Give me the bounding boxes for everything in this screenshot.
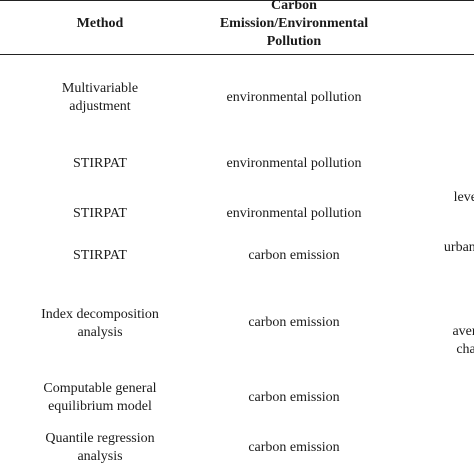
- row-7-method-line-1: Quantile regression: [45, 431, 155, 446]
- table-row-1-third-a: per: [388, 90, 474, 110]
- row-2-variable: environmental pollution: [226, 156, 362, 171]
- row-5-variable: carbon emission: [248, 315, 340, 330]
- row-1-variable: environmental pollution: [226, 90, 362, 105]
- row-5-third-line-2: change: [456, 342, 474, 357]
- table-row-4-third-b: f: [388, 256, 474, 276]
- table-row-5-third-b: change: [388, 340, 474, 360]
- table-row-5-variable: carbon emission: [196, 313, 392, 333]
- table-row-4-method: STIRPAT: [20, 246, 180, 266]
- table-row-1-third-b: s: [388, 122, 474, 142]
- table-row-6-variable: carbon emission: [196, 388, 392, 408]
- table-row-2-variable: environmental pollution: [196, 154, 392, 174]
- header-variable-line-3: Pollution: [266, 34, 322, 49]
- row-6-variable: carbon emission: [248, 390, 340, 405]
- row-7-variable: carbon emission: [248, 440, 340, 455]
- table-row-2-method: STIRPAT: [20, 154, 180, 174]
- header-rule: [0, 54, 474, 55]
- row-2-third-line-2: level of: [453, 190, 474, 205]
- row-6-method-line-1: Computable general: [43, 381, 157, 396]
- table-row-1-variable: environmental pollution: [196, 88, 392, 108]
- row-5-method-line-2: analysis: [77, 325, 123, 340]
- table-row-2-third-a: f: [388, 170, 474, 190]
- table-row-3-method: STIRPAT: [20, 204, 180, 224]
- header-variable: Carbon Emission/Environmental Pollution: [196, 0, 392, 50]
- table-row-5-third-a: average: [388, 322, 474, 342]
- row-7-method-line-2: analysis: [77, 449, 123, 464]
- table-row-5-method: Index decomposition analysis: [20, 304, 180, 344]
- table-row-4-variable: carbon emission: [196, 246, 392, 266]
- row-1-method-line-2: adjustment: [69, 99, 131, 114]
- row-6-method-line-2: equilibrium model: [48, 399, 152, 414]
- table-row-6-method: Computable general equilibrium model: [20, 378, 180, 418]
- header-variable-line-1: Carbon: [271, 0, 317, 13]
- row-4-variable: carbon emission: [248, 248, 340, 263]
- header-third: N: [388, 4, 474, 44]
- header-method: Method: [20, 4, 180, 44]
- table-row-7-method: Quantile regression analysis: [20, 428, 180, 468]
- row-3-method: STIRPAT: [73, 206, 127, 221]
- row-2-method: STIRPAT: [73, 156, 127, 171]
- table-row-4-third-a: urbanizat: [388, 238, 474, 258]
- table-row-2-third-b: level of: [388, 188, 474, 208]
- row-4-method: STIRPAT: [73, 248, 127, 263]
- table-row-1-method: Multivariable adjustment: [20, 78, 180, 118]
- table-row-3-variable: environmental pollution: [196, 204, 392, 224]
- table-top-rule: [0, 0, 474, 1]
- row-1-method-line-1: Multivariable: [61, 81, 139, 96]
- row-5-third-line-1: average: [452, 324, 474, 339]
- row-3-variable: environmental pollution: [226, 206, 362, 221]
- header-variable-line-2: Emission/Environmental: [219, 16, 369, 31]
- row-4-third-line-1: urbanizat: [443, 240, 474, 255]
- row-5-method-line-1: Index decomposition: [41, 307, 159, 322]
- table-row-7-variable: carbon emission: [196, 438, 392, 458]
- header-method-label: Method: [76, 16, 124, 31]
